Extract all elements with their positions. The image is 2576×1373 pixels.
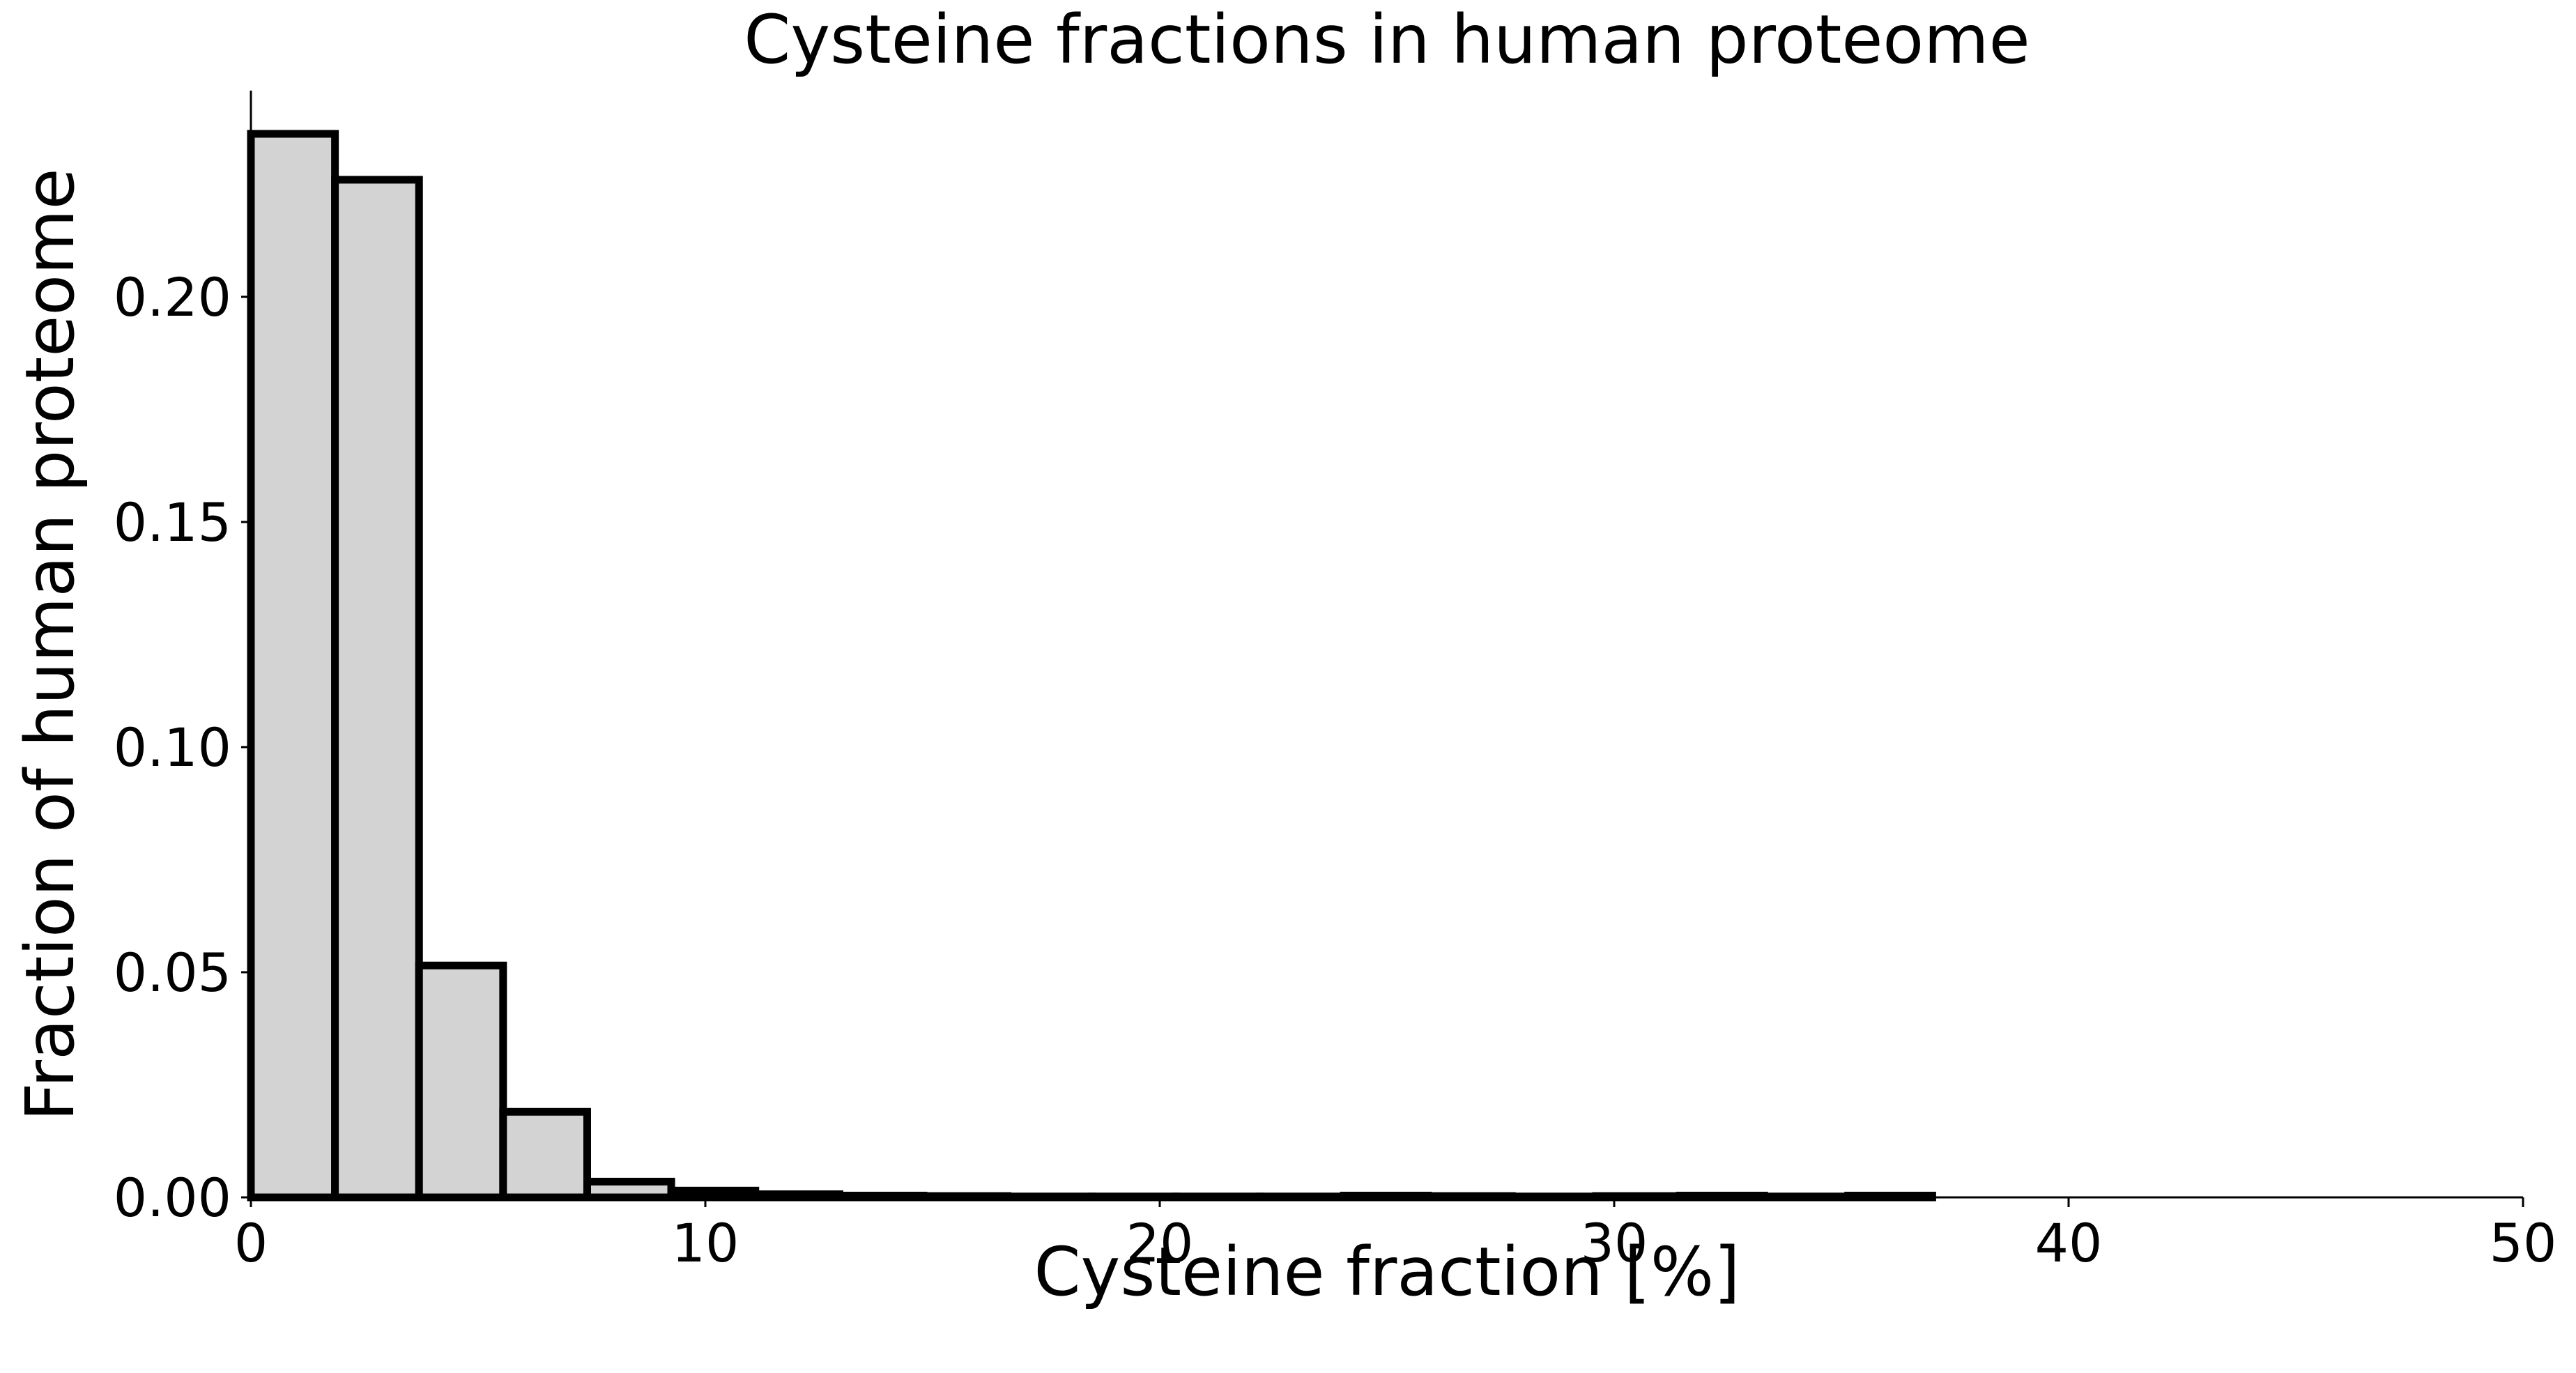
histogram-bar	[499, 1107, 591, 1202]
x-tick-label: 50	[2490, 1212, 2557, 1274]
histogram-bar	[247, 130, 339, 1202]
y-tick-label: 0.20	[114, 266, 231, 328]
axes-group	[250, 91, 2523, 1199]
x-tick-label: 10	[672, 1212, 739, 1274]
x-tick-label: 0	[234, 1212, 268, 1274]
y-tick-label: 0.00	[114, 1167, 231, 1229]
x-tick-label: 30	[1581, 1212, 1648, 1274]
chart-title: Cysteine fractions in human proteome	[744, 1, 2030, 79]
bars-group	[247, 130, 1936, 1202]
y-tick-label: 0.10	[114, 716, 231, 778]
ticks-group: 0 10 20 30 40 50 0.00 0.05 0.10 0.15 0.20	[114, 266, 2557, 1274]
x-tick-label: 20	[1126, 1212, 1194, 1274]
x-tick-label: 40	[2035, 1212, 2103, 1274]
histogram-bar	[331, 176, 423, 1202]
y-tick-label: 0.05	[114, 942, 231, 1004]
x-axis-label: Cysteine fraction [%]	[1034, 1233, 1740, 1311]
y-tick-label: 0.15	[114, 491, 231, 553]
y-axis-label: Fraction of human proteome	[11, 168, 89, 1121]
histogram-bar	[583, 1177, 675, 1202]
histogram-bar	[415, 961, 507, 1202]
